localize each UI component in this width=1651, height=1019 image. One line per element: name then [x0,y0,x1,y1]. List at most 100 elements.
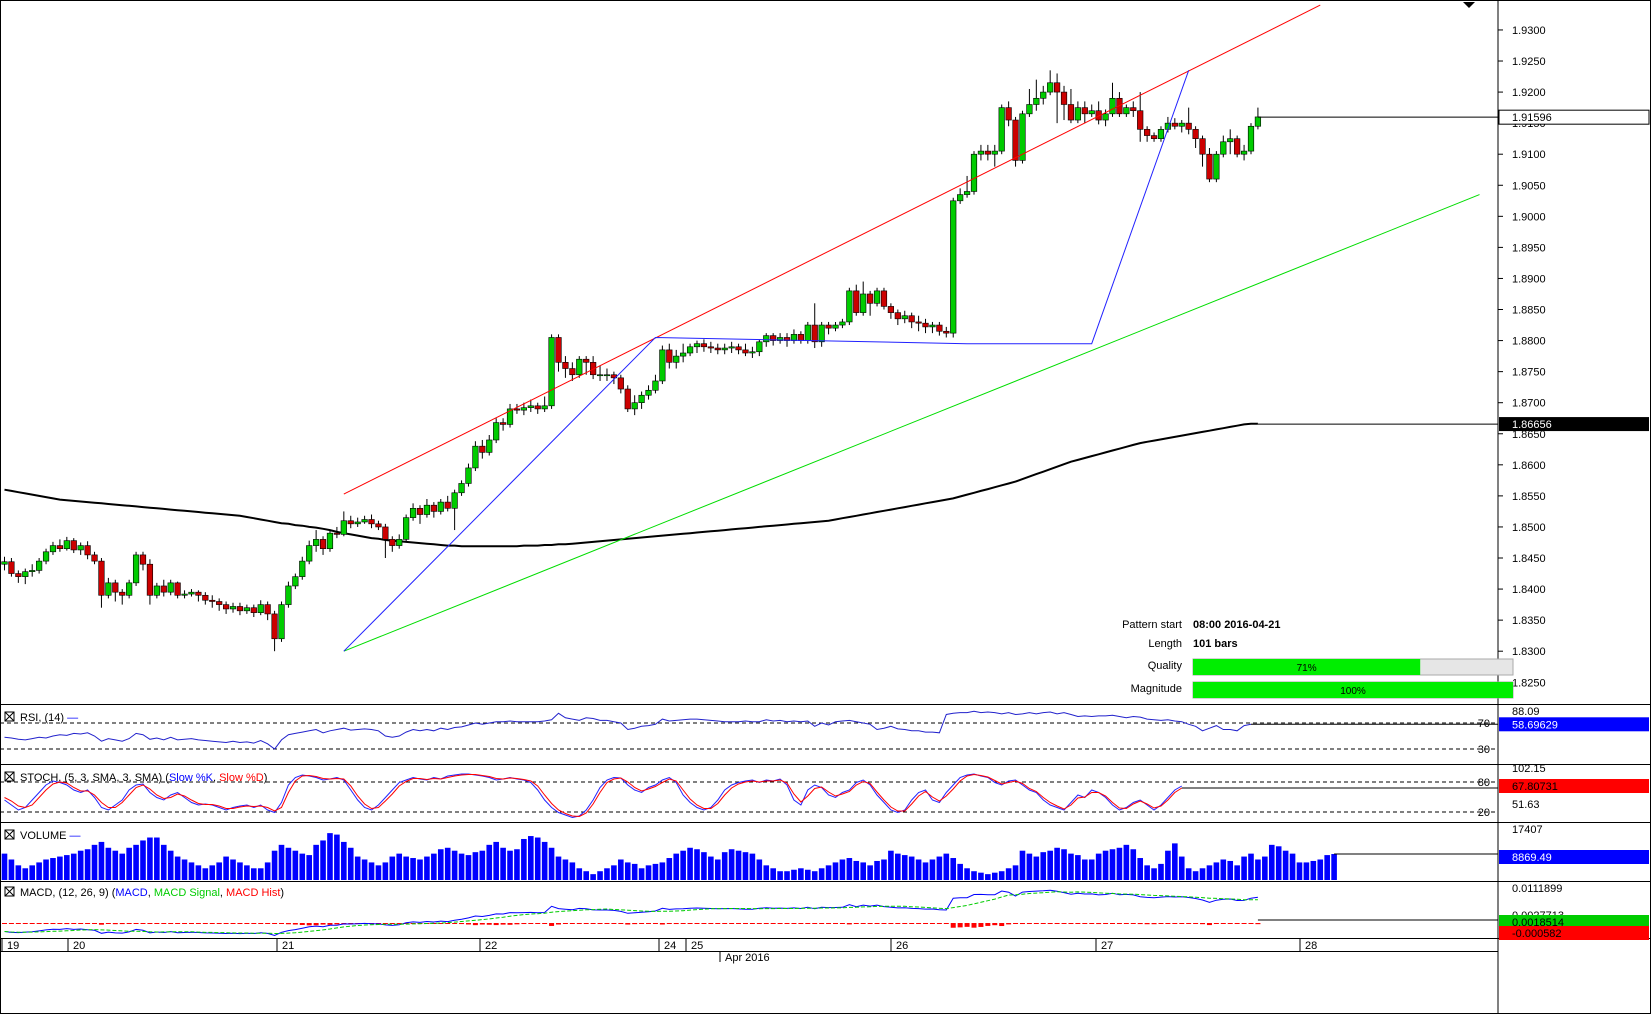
volume-bar-178 [1234,865,1240,880]
bull-candle-body [493,422,500,441]
bull-candle-body [963,191,971,195]
volume-bar-102 [708,856,714,880]
price-tick-label: 1.8500 [1512,522,1546,534]
candle-38 [264,601,271,621]
volume-header: VOLUME — [4,829,81,842]
macd-hist-bar-72 [500,923,506,925]
candle-70 [486,435,493,456]
macd-hist-bar-13 [92,923,98,924]
macd-hist-bar-140 [971,923,977,928]
macd-hist-bar-100 [694,923,700,924]
candle-105 [728,341,735,353]
candle-28 [195,590,202,602]
candle-134 [929,321,936,334]
resistance-trendline [343,4,1321,495]
candle-34 [236,602,244,616]
volume-bar-27 [188,862,195,880]
candle-46 [319,536,327,555]
bull-candle-body [63,540,70,549]
volume-bar-138 [957,863,963,880]
bear-candle-body [389,539,396,546]
stoch-toggle-cross [4,771,15,782]
candle-9 [63,536,70,551]
volume-bar-16 [112,850,119,880]
time-tick-label: 27 [1101,940,1113,952]
volume-bar-79 [548,847,555,880]
volume-bar-30 [209,865,216,880]
bull-candle-body [181,593,188,596]
candle-122 [846,287,853,326]
bull-candle-body [970,153,978,192]
bear-candle-body [499,422,507,425]
candle-180 [1247,123,1255,155]
bear-candle-body [333,532,341,535]
bear-candle-body [853,290,860,313]
candle-178 [1234,135,1241,158]
bull-candle-body [1178,122,1185,127]
candle-36 [250,604,257,618]
bear-candle-body [195,591,202,596]
macd-hist-bar-88 [611,923,617,924]
bear-candle-body [70,540,77,551]
candle-129 [894,309,901,326]
macd-hist-bar-39 [272,923,278,924]
candle-5 [36,558,43,574]
macd-hist-bar-157 [1089,923,1095,924]
candle-6 [42,548,50,565]
macd-hist-bar-170 [1179,923,1185,924]
macd-hist-bar-42 [292,923,298,925]
volume-bar-150 [1040,852,1047,880]
candle-128 [887,303,894,319]
macd-hist-bar-28 [195,923,201,924]
macd-hist-bar-30 [209,923,215,924]
bull-candle-body [1213,153,1220,180]
volume-bar-7 [50,858,56,880]
macd-line [4,889,1258,937]
bear-candle-body [430,504,437,512]
volume-bar-43 [299,853,306,880]
volume-bar-180 [1248,853,1254,880]
volume-bar-151 [1047,850,1053,880]
bull-candle-body [451,492,458,509]
bear-candle-body [174,582,181,596]
candle-42 [292,573,299,590]
bear-candle-body [1005,107,1012,121]
macd-hist-bar-6 [43,923,49,924]
volume-bar-112 [777,871,783,880]
volume-bar-139 [964,868,970,880]
candle-35 [243,604,250,614]
bull-candle-body [257,604,264,613]
macd-hist-bar-65 [452,923,458,924]
volume-bar-144 [998,871,1005,880]
volume-bar-123 [853,860,860,880]
volume-bar-155 [1075,855,1081,880]
bull-candle-body [1047,82,1054,93]
candle-3 [22,568,29,585]
macd-hist-bar-117 [812,923,818,924]
bear-candle-body [202,594,209,601]
bear-candle-body [375,523,382,528]
candle-10 [70,538,77,554]
bull-candle-body [776,337,784,341]
macd-hist-bar-68 [472,923,478,926]
bull-candle-body [1074,107,1081,121]
bear-candle-body [236,606,244,612]
volume-bar-161 [1116,847,1123,880]
bull-candle-body [423,504,431,515]
volume-bar-75 [521,838,527,880]
macd-hist-bar-130 [902,923,908,924]
candle-73 [506,403,514,428]
candle-94 [652,374,659,394]
macd-hist-bar-115 [798,923,804,924]
macd-hist-bar-110 [763,923,769,924]
volume-bar-137 [950,858,957,880]
rsi-level-label: 30 [1478,744,1490,756]
volume-bar-66 [458,853,465,880]
candle-149 [1033,79,1040,111]
macd-hist-bar-151 [1047,923,1053,925]
volume-bar-4 [29,865,35,880]
bear-candle-body [700,343,708,348]
volume-bar-108 [749,853,756,880]
volume-bar-96 [666,858,673,880]
price-tick-label: 1.8600 [1512,460,1546,472]
